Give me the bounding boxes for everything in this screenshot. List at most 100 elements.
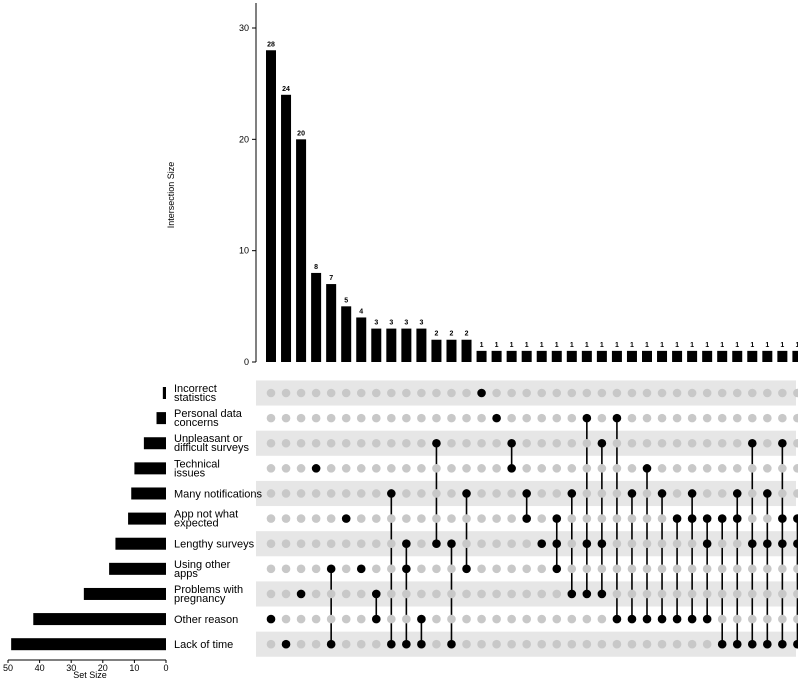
matrix-dot-inactive xyxy=(356,639,366,649)
matrix-dot-inactive xyxy=(567,564,577,574)
matrix-dot-inactive xyxy=(672,464,682,473)
matrix-dot-inactive xyxy=(763,514,772,523)
matrix-dot-inactive xyxy=(341,388,351,398)
intersection-bar xyxy=(461,339,472,362)
set-label-line: Incorrect xyxy=(174,383,217,395)
intersection-bar xyxy=(296,139,307,362)
matrix-dot-inactive xyxy=(597,413,607,423)
intersection-bar-label: 2 xyxy=(465,331,469,338)
matrix-dot-active xyxy=(567,489,577,498)
intersection-bar xyxy=(792,350,798,362)
matrix-dot-inactive xyxy=(326,539,336,549)
matrix-dot-inactive xyxy=(447,489,456,498)
matrix-dot-inactive xyxy=(371,539,381,549)
matrix-dot-inactive xyxy=(341,614,351,624)
matrix-dot-inactive xyxy=(492,589,501,599)
matrix-dot-active xyxy=(522,514,531,523)
set-label-line: concerns xyxy=(174,417,219,429)
matrix-dot-inactive xyxy=(266,564,276,574)
intersection-bar-label: 1 xyxy=(600,342,604,349)
matrix-dot-inactive xyxy=(612,438,622,448)
matrix-dot-inactive xyxy=(447,438,456,448)
matrix-dot-active xyxy=(326,639,336,649)
matrix-dot-inactive xyxy=(687,539,697,549)
matrix-dot-inactive xyxy=(311,564,321,574)
matrix-dot-active xyxy=(612,614,622,624)
matrix-dot-inactive xyxy=(462,388,471,398)
set-size-bar xyxy=(109,562,166,575)
matrix-dot-inactive xyxy=(402,438,411,448)
matrix-dot-inactive xyxy=(296,489,306,498)
set-size-bar xyxy=(156,412,166,425)
matrix-dot-inactive xyxy=(447,388,456,398)
matrix-dot-inactive xyxy=(717,539,727,549)
matrix-dot-inactive xyxy=(567,539,577,549)
matrix-dot-inactive xyxy=(627,639,637,649)
matrix-dot-active xyxy=(778,514,787,523)
matrix-dot-inactive xyxy=(507,589,516,599)
matrix-dot-inactive xyxy=(341,438,351,448)
matrix-dot-inactive xyxy=(266,539,276,549)
matrix-dot-active xyxy=(732,639,742,649)
intersection-bar xyxy=(266,50,276,363)
matrix-dot-inactive xyxy=(732,438,742,448)
matrix-dot-inactive xyxy=(702,464,712,473)
matrix-dot-inactive xyxy=(371,413,381,423)
matrix-dot-inactive xyxy=(537,589,547,599)
matrix-dot-inactive xyxy=(326,589,336,599)
matrix-dot-active xyxy=(702,514,712,523)
intersection-bar-label: 1 xyxy=(795,342,798,349)
matrix-dot-inactive xyxy=(462,639,471,649)
matrix-dot-inactive xyxy=(597,489,607,498)
matrix-dot-inactive xyxy=(281,413,291,423)
matrix-dot-inactive xyxy=(778,614,787,624)
matrix-dot-inactive xyxy=(552,614,562,624)
set-size-bar xyxy=(115,537,166,550)
intersection-bar-label: 1 xyxy=(765,342,769,349)
intersection-bar-label: 3 xyxy=(419,320,423,327)
matrix-dot-inactive xyxy=(687,589,697,599)
y-axis-title: Intersection Size xyxy=(166,162,176,229)
intersection-bar xyxy=(732,350,743,362)
matrix-dot-active xyxy=(462,489,471,498)
matrix-dot-inactive xyxy=(567,388,577,398)
set-size-bar xyxy=(143,437,166,450)
matrix-dot-inactive xyxy=(672,388,682,398)
matrix-dot-inactive xyxy=(387,388,396,398)
set-label-line: difficult surveys xyxy=(174,442,249,454)
matrix-dot-inactive xyxy=(371,564,381,574)
matrix-dot-active xyxy=(687,614,697,624)
matrix-dot-active xyxy=(507,438,516,448)
matrix-dot-inactive xyxy=(763,464,772,473)
matrix-dot-inactive xyxy=(447,589,456,599)
matrix-dot-inactive xyxy=(552,464,562,473)
matrix-dot-inactive xyxy=(266,489,276,498)
intersection-bar xyxy=(551,350,562,362)
matrix-dot-inactive xyxy=(747,388,757,398)
matrix-dot-inactive xyxy=(311,614,321,624)
matrix-dot-active xyxy=(417,639,426,649)
matrix-dot-active xyxy=(567,589,577,599)
matrix-dot-inactive xyxy=(642,438,652,448)
matrix-dot-inactive xyxy=(477,614,486,624)
set-size-bar xyxy=(162,387,166,399)
x-axis-tick-label: 50 xyxy=(3,663,13,673)
set-label: Problems with pregnancy xyxy=(174,584,243,605)
matrix-dot-inactive xyxy=(687,438,697,448)
matrix-dot-inactive xyxy=(522,438,531,448)
intersection-bar xyxy=(611,350,622,362)
matrix-dot-inactive xyxy=(281,539,291,549)
matrix-dot-inactive xyxy=(793,413,798,423)
matrix-dot-inactive xyxy=(763,413,772,423)
matrix-dot-active xyxy=(371,614,381,624)
matrix-dot-inactive xyxy=(281,514,291,523)
matrix-dot-inactive xyxy=(341,639,351,649)
set-label: Using other apps xyxy=(174,559,231,580)
matrix-dot-inactive xyxy=(582,438,592,448)
matrix-dot-inactive xyxy=(462,413,471,423)
intersection-bar-label: 4 xyxy=(359,308,363,315)
intersection-bar-label: 1 xyxy=(540,342,544,349)
matrix-dot-inactive xyxy=(717,388,727,398)
intersection-bar-label: 1 xyxy=(660,342,664,349)
matrix-dot-inactive xyxy=(522,639,531,649)
